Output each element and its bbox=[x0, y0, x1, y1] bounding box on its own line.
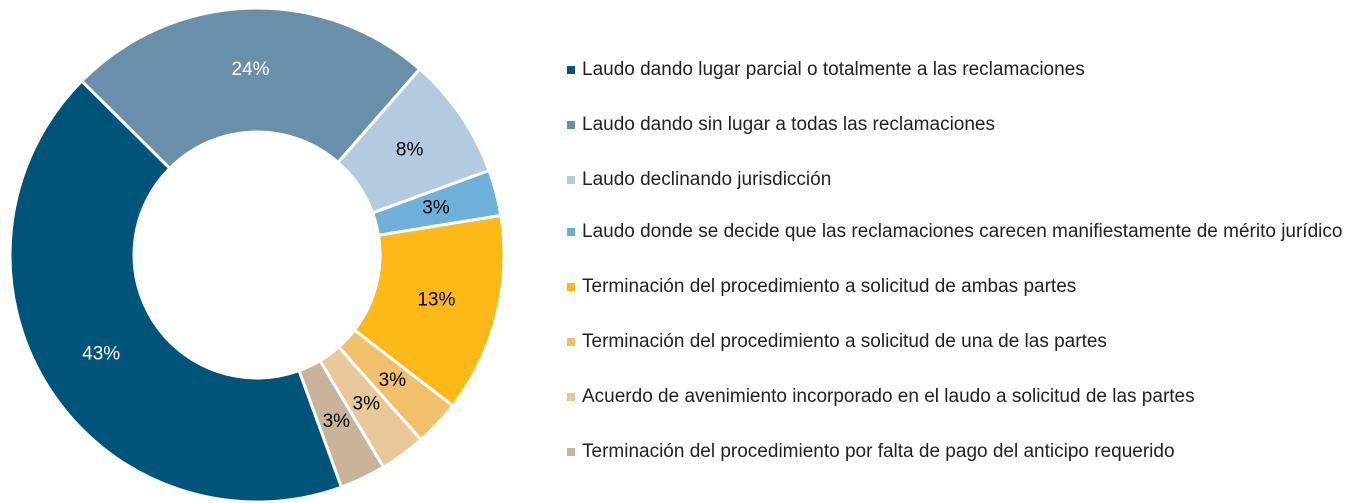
legend-item: Terminación del procedimiento a solicitu… bbox=[567, 329, 1357, 355]
legend-item: Acuerdo de avenimiento incorporado en el… bbox=[567, 384, 1357, 410]
legend-label: Laudo dando sin lugar a todas las reclam… bbox=[582, 114, 995, 135]
data-label: 3% bbox=[353, 393, 381, 414]
legend-item: Terminación del procedimiento por falta … bbox=[567, 439, 1357, 465]
legend-swatch bbox=[567, 283, 575, 291]
legend-swatch bbox=[567, 338, 575, 346]
legend-swatch bbox=[567, 393, 575, 401]
legend-label: Terminación del procedimiento por falta … bbox=[582, 441, 1175, 462]
legend-item: Laudo donde se decide que las reclamacio… bbox=[567, 219, 1357, 245]
chart: 43%24%8%3%13%3%3%3% bbox=[8, 6, 506, 503]
data-label: 24% bbox=[232, 59, 270, 80]
donut-slice bbox=[297, 358, 386, 490]
legend-swatch bbox=[567, 176, 575, 184]
legend-swatch bbox=[567, 66, 575, 74]
legend-swatch bbox=[567, 448, 575, 456]
legend-label: Terminación del procedimiento a solicitu… bbox=[582, 276, 1077, 297]
legend-label: Laudo declinando jurisdicción bbox=[582, 169, 832, 190]
data-label: 43% bbox=[82, 344, 120, 365]
legend-item: Terminación del procedimiento a solicitu… bbox=[567, 274, 1357, 300]
legend-item: Laudo declinando jurisdicción bbox=[567, 167, 1357, 193]
data-label: 3% bbox=[379, 370, 407, 391]
legend-label: Terminación del procedimiento a solicitu… bbox=[582, 331, 1107, 352]
legend-swatch bbox=[567, 228, 575, 236]
legend-item: Laudo dando sin lugar a todas las reclam… bbox=[567, 112, 1357, 138]
donut-slice bbox=[8, 78, 344, 503]
legend-label: Laudo dando lugar parcial o totalmente a… bbox=[582, 59, 1085, 80]
legend-label: Laudo donde se decide que las reclamacio… bbox=[582, 221, 1343, 242]
legend-swatch bbox=[567, 121, 575, 129]
data-label: 8% bbox=[396, 139, 424, 160]
legend-item: Laudo dando lugar parcial o totalmente a… bbox=[567, 57, 1357, 83]
data-label: 3% bbox=[323, 411, 351, 432]
legend-label: Acuerdo de avenimiento incorporado en el… bbox=[582, 386, 1195, 407]
data-label: 13% bbox=[417, 289, 455, 310]
data-label: 3% bbox=[422, 197, 450, 218]
donut-slice bbox=[79, 6, 422, 171]
